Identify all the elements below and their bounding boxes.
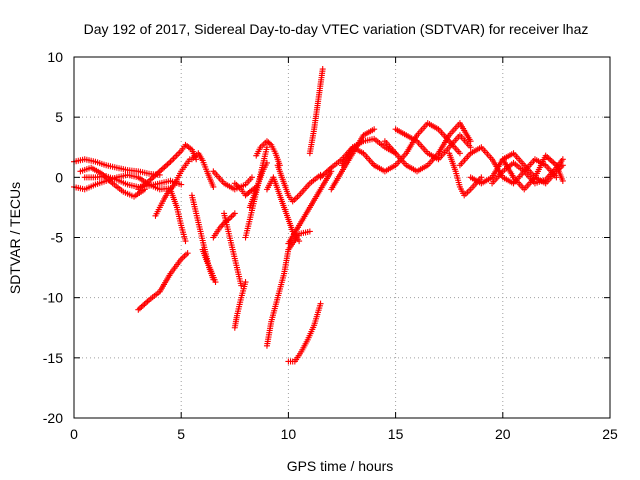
- data-point: [169, 157, 176, 164]
- data-point: [559, 162, 566, 169]
- data-point: [231, 210, 238, 217]
- series-arc-16: [231, 180, 260, 199]
- data-point: [178, 181, 185, 188]
- data-point: [263, 144, 270, 151]
- y-tick-label: -20: [43, 410, 63, 426]
- data-point: [153, 171, 160, 178]
- data-point: [149, 175, 156, 182]
- data-point: [238, 282, 245, 289]
- data-point: [167, 158, 174, 165]
- data-point: [173, 152, 180, 159]
- data-points: [71, 66, 566, 365]
- data-point: [182, 238, 189, 245]
- data-point: [263, 159, 270, 166]
- data-point: [164, 161, 171, 168]
- y-tick-label: -10: [43, 290, 63, 306]
- y-axis-label: SDTVAR / TECUs: [7, 182, 23, 294]
- x-tick-label: 15: [388, 426, 404, 442]
- data-point: [547, 156, 554, 163]
- data-point: [550, 159, 557, 166]
- x-tick-label: 5: [177, 426, 185, 442]
- series-arc-12: [210, 168, 255, 193]
- data-point: [467, 144, 474, 151]
- data-point: [371, 126, 378, 133]
- data-point: [159, 165, 166, 172]
- data-point: [467, 138, 474, 145]
- axes: 0 5 10 15 20 25 -20 -15 -10 -5 0 5 10: [43, 49, 618, 442]
- data-point: [242, 279, 249, 286]
- data-point: [175, 150, 182, 157]
- series-arc-18: [253, 138, 283, 169]
- chart-title: Day 192 of 2017, Sidereal Day-to-day VTE…: [84, 21, 589, 37]
- data-point: [245, 189, 252, 196]
- data-point: [147, 176, 154, 183]
- x-tick-label: 10: [281, 426, 297, 442]
- series-arc-22: [263, 174, 303, 245]
- data-point: [296, 238, 303, 245]
- series-arc-20: [263, 228, 313, 349]
- data-point: [319, 66, 326, 73]
- data-point: [138, 303, 145, 310]
- series-arc-15: [231, 279, 249, 331]
- series-arc-21: [285, 300, 324, 365]
- series-arc-10: [199, 246, 219, 286]
- data-point: [135, 306, 142, 313]
- data-point: [306, 228, 313, 235]
- x-axis-label: GPS time / hours: [287, 458, 394, 474]
- data-point: [142, 299, 149, 306]
- y-tick-label: 10: [47, 49, 63, 65]
- data-point: [184, 250, 191, 257]
- series-arc-25: [285, 168, 335, 247]
- series-arc-32: [446, 150, 485, 199]
- data-point: [170, 155, 177, 162]
- series-arc-7: [167, 186, 189, 245]
- data-point: [162, 162, 169, 169]
- series-arc-24: [306, 66, 326, 157]
- x-tick-label: 0: [70, 426, 78, 442]
- data-point: [172, 154, 179, 161]
- data-point: [161, 164, 168, 171]
- data-point: [248, 174, 255, 181]
- series-arc-5: [135, 141, 200, 193]
- data-point: [141, 301, 148, 308]
- series-arc-6: [152, 156, 193, 219]
- series-arc-11: [135, 250, 191, 313]
- y-tick-label: -5: [51, 230, 64, 246]
- data-point: [210, 183, 217, 190]
- grid: [74, 57, 610, 418]
- data-point: [144, 298, 151, 305]
- data-point: [158, 166, 165, 173]
- data-point: [317, 300, 324, 307]
- series-arc-36: [499, 152, 566, 193]
- series-arc-35: [489, 156, 566, 187]
- data-point: [478, 174, 485, 181]
- data-point: [545, 155, 552, 162]
- data-point: [165, 160, 172, 167]
- data-point: [176, 149, 183, 156]
- data-point: [212, 279, 219, 286]
- x-tick-label: 20: [495, 426, 511, 442]
- data-point: [548, 158, 555, 165]
- series-arc-8: [188, 150, 217, 190]
- data-point: [456, 150, 463, 157]
- y-tick-label: -15: [43, 350, 63, 366]
- data-point: [136, 305, 143, 312]
- series-arc-28: [339, 135, 399, 169]
- data-point: [266, 140, 273, 147]
- series-arc-14: [221, 210, 245, 289]
- series-arc-31: [392, 126, 474, 163]
- data-point: [559, 177, 566, 184]
- series-arc-19: [246, 159, 270, 211]
- series-arc-3: [77, 164, 148, 200]
- x-tick-label: 25: [602, 426, 618, 442]
- y-tick-label: 0: [55, 169, 63, 185]
- data-point: [559, 156, 566, 163]
- y-tick-label: 5: [55, 109, 63, 125]
- data-point: [139, 302, 146, 309]
